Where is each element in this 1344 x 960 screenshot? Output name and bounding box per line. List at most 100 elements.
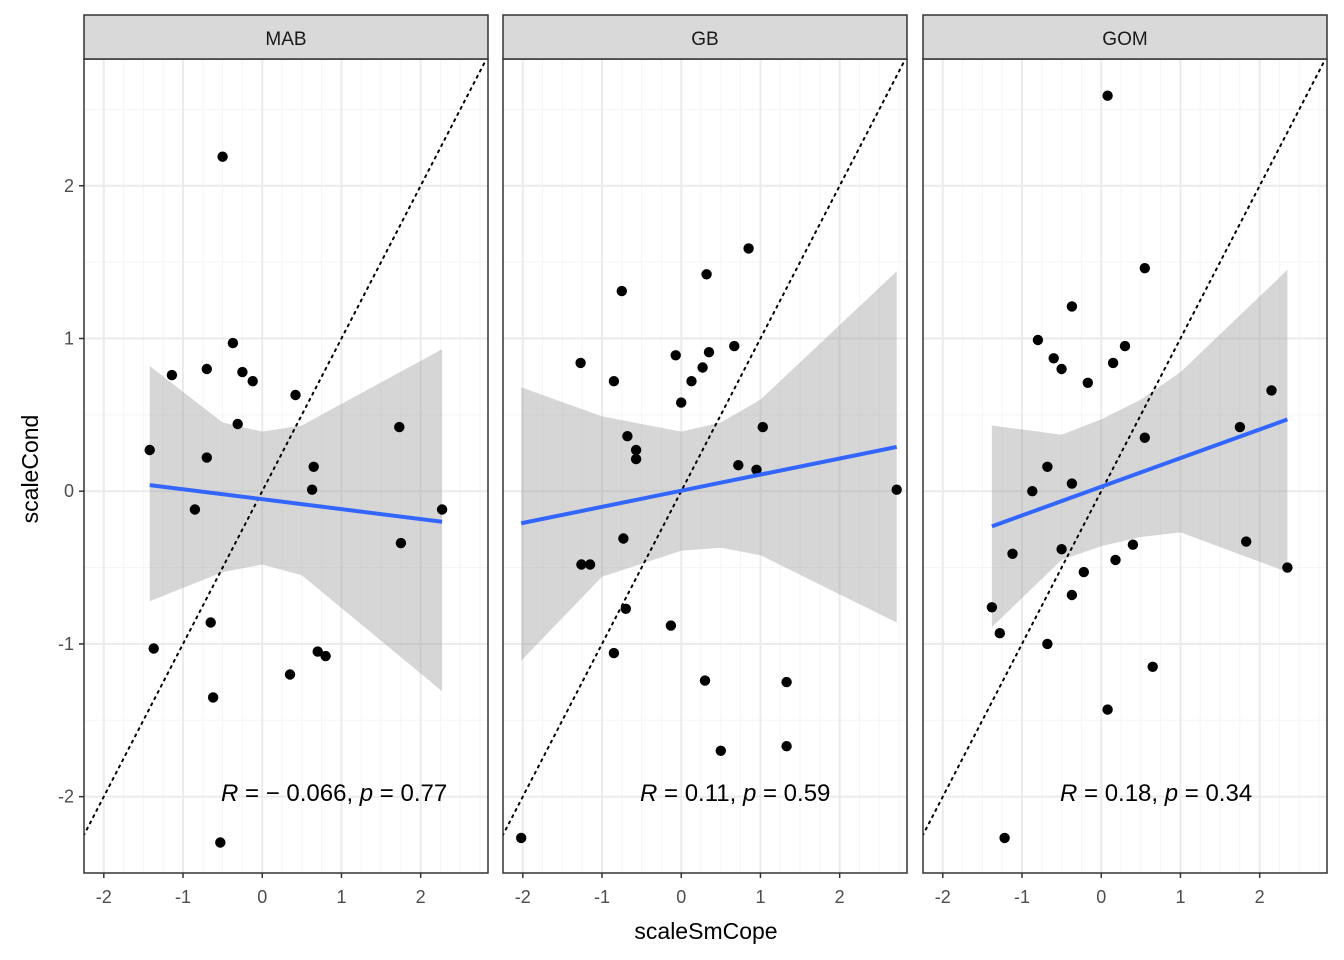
data-point: [1007, 548, 1018, 559]
x-tick-label: -1: [1014, 887, 1030, 907]
data-point: [699, 675, 711, 686]
x-tick-label: 2: [1255, 887, 1265, 907]
x-tick-label: 0: [1096, 887, 1106, 907]
x-tick-label: -2: [515, 887, 531, 907]
annotation-p-label: p: [359, 780, 373, 807]
panel-mab: R = − 0.066, p = 0.77 MAB -2 -1 0 1 2: [83, 14, 489, 907]
data-point: [1139, 432, 1151, 443]
data-point: [701, 269, 712, 280]
data-point: [630, 444, 642, 456]
data-point: [616, 285, 627, 297]
x-tick-label: 2: [416, 887, 426, 907]
facet-strip-label: MAB: [265, 29, 306, 50]
annotation-r-label: R: [640, 780, 657, 807]
x-tick-label: -2: [935, 887, 951, 907]
data-point: [308, 461, 319, 472]
x-tick-label: -2: [96, 887, 112, 907]
data-point: [608, 376, 620, 387]
data-point: [205, 617, 216, 628]
confidence-ribbon: [149, 349, 443, 692]
data-point: [1082, 377, 1094, 388]
correlation-annotation: R = 0.18, p = 0.34: [1060, 780, 1252, 807]
annotation-r-rest: = 0.18,: [1077, 780, 1164, 807]
identity-reference-line: [503, 59, 907, 837]
data-point: [1102, 704, 1113, 715]
data-point: [207, 692, 219, 703]
panel-grid: [502, 59, 907, 874]
data-point: [751, 464, 762, 475]
data-point: [1056, 363, 1067, 375]
annotation-p-label: p: [1164, 780, 1178, 807]
data-point: [1048, 353, 1059, 364]
x-tick-label: 0: [676, 887, 686, 907]
facet-strip-label: GOM: [1102, 29, 1147, 50]
x-tick-label: 1: [755, 887, 765, 907]
annotation-p-rest: = 0.34: [1178, 780, 1252, 807]
x-axis-gb: -2 -1 0 1 2: [515, 873, 845, 907]
identity-reference-line: [923, 59, 1327, 837]
data-point: [166, 369, 178, 381]
annotation-r-rest: = − 0.066,: [238, 780, 359, 807]
data-point: [1066, 589, 1078, 601]
data-point: [148, 643, 159, 654]
regression-line: [991, 417, 1289, 529]
data-point: [201, 363, 212, 375]
facet-strip-label: GB: [691, 29, 718, 50]
correlation-annotation: R = 0.11, p = 0.59: [640, 780, 830, 807]
data-point: [227, 337, 239, 349]
data-point: [1066, 301, 1078, 312]
data-point: [703, 347, 715, 358]
data-point: [516, 832, 527, 844]
data-point: [1032, 334, 1044, 346]
x-tick-label: 0: [257, 887, 267, 907]
data-point: [733, 460, 744, 471]
data-point: [1119, 340, 1131, 352]
data-point: [312, 646, 323, 657]
data-point: [715, 745, 726, 756]
data-point: [781, 741, 792, 752]
y-tick-label: -2: [58, 787, 74, 807]
data-point: [670, 350, 681, 361]
facet-strip: [922, 14, 1328, 60]
identity-reference-line: [84, 59, 488, 837]
x-tick-label: -1: [175, 887, 191, 907]
data-point: [1282, 562, 1293, 573]
data-point: [232, 418, 243, 430]
y-tick-label: 2: [64, 176, 74, 196]
data-point: [994, 628, 1005, 639]
data-point: [436, 504, 448, 515]
data-point: [620, 603, 631, 614]
panel-content: [923, 59, 1327, 844]
data-point: [237, 366, 248, 378]
data-point: [622, 431, 633, 442]
y-axis-title: scaleCond: [17, 415, 43, 524]
data-point: [215, 837, 226, 848]
data-point: [1042, 461, 1053, 472]
data-point: [144, 444, 155, 456]
data-point: [290, 389, 301, 401]
facet-strip: [83, 14, 489, 60]
data-point: [576, 559, 587, 570]
data-point: [1110, 554, 1121, 566]
data-point: [189, 504, 201, 515]
data-point: [608, 647, 620, 659]
data-point: [1234, 421, 1246, 433]
y-tick-label: 1: [64, 328, 74, 348]
data-point: [676, 397, 687, 408]
annotation-r-label: R: [1060, 780, 1077, 807]
data-point: [999, 832, 1010, 844]
facet-strip: [502, 14, 908, 60]
data-point: [1042, 638, 1053, 650]
data-point: [697, 362, 708, 373]
panel-gb: R = 0.11, p = 0.59 GB -2 -1 0 1 2: [502, 14, 908, 907]
data-point: [1107, 357, 1119, 369]
data-point: [781, 676, 792, 688]
data-point: [575, 357, 586, 369]
x-axis-gom: -2 -1 0 1 2: [935, 873, 1265, 907]
data-point: [284, 669, 296, 680]
x-tick-label: -1: [594, 887, 610, 907]
data-point: [320, 650, 331, 662]
data-point: [1266, 385, 1277, 396]
annotation-r-label: R: [221, 780, 238, 807]
